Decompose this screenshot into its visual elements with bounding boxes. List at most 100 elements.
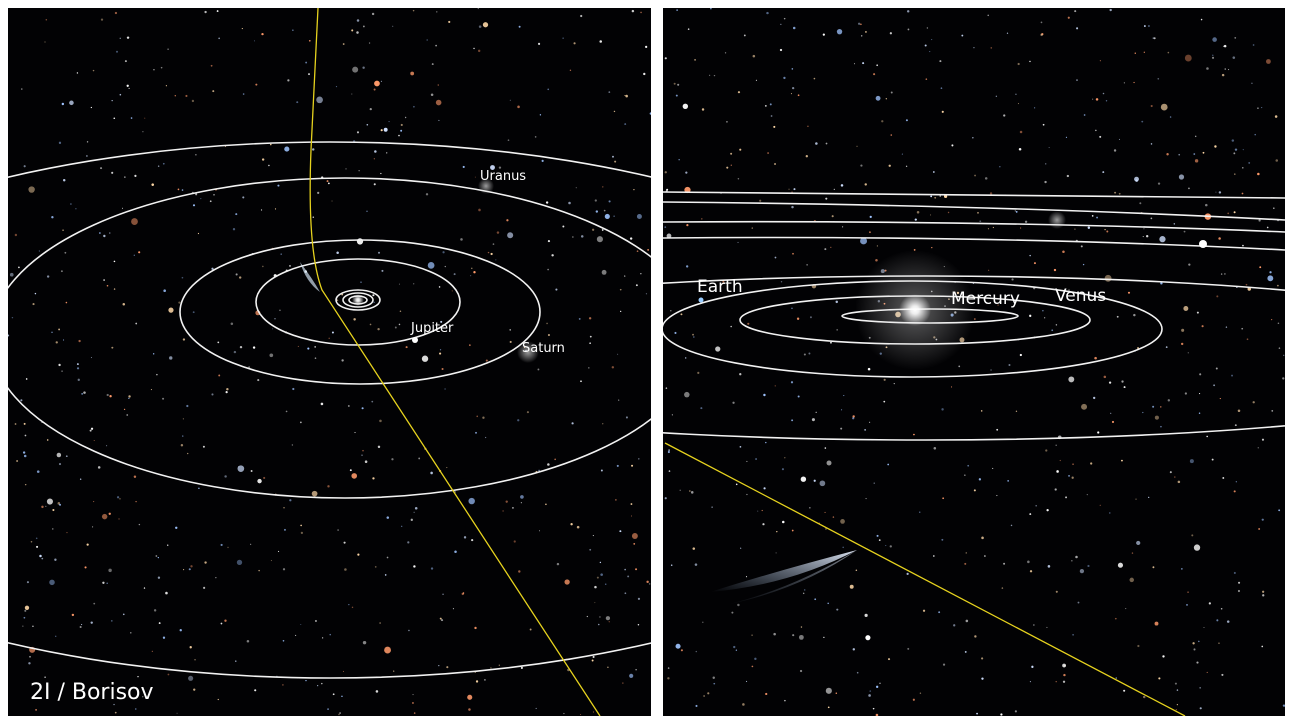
star <box>428 262 435 269</box>
star <box>754 658 756 660</box>
star <box>321 403 324 406</box>
star <box>1273 208 1274 209</box>
star <box>1008 364 1010 366</box>
star <box>862 62 864 64</box>
star <box>1221 674 1223 676</box>
star <box>799 635 804 640</box>
star <box>1092 99 1093 100</box>
star <box>664 226 666 228</box>
star <box>801 476 806 481</box>
star <box>1234 211 1236 213</box>
star <box>1063 681 1065 683</box>
star <box>990 369 991 370</box>
star <box>1206 436 1207 437</box>
star <box>1253 401 1255 403</box>
star <box>438 665 439 666</box>
star <box>521 667 523 669</box>
star <box>442 251 444 253</box>
star <box>107 285 109 287</box>
star <box>547 463 550 466</box>
star <box>333 693 335 695</box>
star <box>670 310 671 311</box>
star <box>151 389 152 390</box>
star <box>374 158 375 159</box>
star <box>907 648 909 650</box>
star <box>943 664 945 666</box>
star <box>427 39 428 40</box>
star <box>614 111 615 112</box>
star <box>152 651 153 652</box>
star <box>1243 149 1244 150</box>
star <box>917 211 920 214</box>
star <box>620 311 621 312</box>
star <box>72 614 74 616</box>
star <box>649 583 651 585</box>
star <box>792 634 794 636</box>
star <box>782 521 785 524</box>
star <box>475 672 476 673</box>
star <box>979 478 981 480</box>
star <box>677 84 679 86</box>
star <box>624 123 626 125</box>
star <box>509 329 510 330</box>
star <box>1103 93 1105 95</box>
star <box>791 307 793 309</box>
star <box>327 180 329 182</box>
star <box>577 526 580 529</box>
star <box>100 167 102 169</box>
star <box>976 713 978 715</box>
star <box>683 104 688 109</box>
star <box>876 714 879 717</box>
star <box>348 405 350 407</box>
star <box>441 619 443 621</box>
star <box>702 622 703 623</box>
star <box>624 275 625 276</box>
star <box>890 32 892 34</box>
star <box>1096 98 1099 101</box>
star <box>693 336 694 337</box>
star <box>155 555 157 557</box>
star <box>697 372 699 374</box>
star <box>58 364 60 366</box>
star <box>646 581 648 583</box>
star <box>1235 424 1237 426</box>
star <box>737 604 739 606</box>
star <box>300 525 302 527</box>
star <box>1136 499 1137 500</box>
star <box>508 139 510 141</box>
star <box>183 569 184 570</box>
star <box>868 694 871 697</box>
star <box>62 230 63 231</box>
star <box>289 265 291 267</box>
star <box>370 108 372 110</box>
star <box>1261 646 1263 648</box>
star <box>1202 325 1204 327</box>
star <box>736 484 738 486</box>
star <box>1199 687 1200 688</box>
star <box>580 15 582 17</box>
star <box>836 329 838 331</box>
star <box>77 363 79 365</box>
star <box>966 620 969 623</box>
star <box>111 620 113 622</box>
star <box>468 498 474 504</box>
star <box>1074 229 1075 230</box>
star <box>1188 187 1190 189</box>
star <box>865 614 868 617</box>
star <box>536 708 537 709</box>
star <box>686 265 688 267</box>
star <box>823 34 825 36</box>
scene: Uranus Jupiter Saturn 2I / Borisov Earth… <box>0 0 1289 721</box>
star <box>1155 622 1159 626</box>
star <box>535 136 537 138</box>
star <box>703 695 704 696</box>
star <box>32 303 34 305</box>
star <box>798 94 800 96</box>
star <box>806 155 808 157</box>
caption: 2I / Borisov <box>30 680 154 705</box>
star <box>193 204 195 206</box>
star <box>1142 412 1143 413</box>
star <box>589 342 591 344</box>
star <box>378 446 380 448</box>
star <box>930 214 931 215</box>
